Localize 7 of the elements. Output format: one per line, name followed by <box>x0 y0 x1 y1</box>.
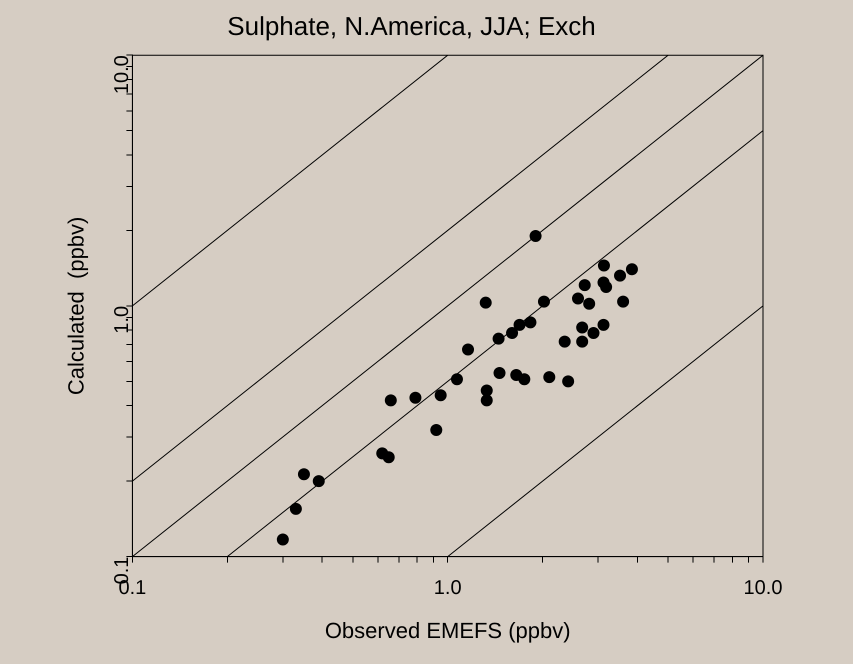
y-axis-title: Calculated (ppbv) <box>63 216 88 396</box>
y-tick-label: 10.0 <box>110 55 133 94</box>
chart-title: Sulphate, N.America, JJA; Exch <box>227 10 596 41</box>
x-tick-label: 1.0 <box>434 577 462 600</box>
y-tick-label: 1.0 <box>110 306 133 334</box>
x-axis-title: Observed EMEFS (ppbv) <box>324 618 571 643</box>
x-tick-label: 10.0 <box>744 577 782 600</box>
